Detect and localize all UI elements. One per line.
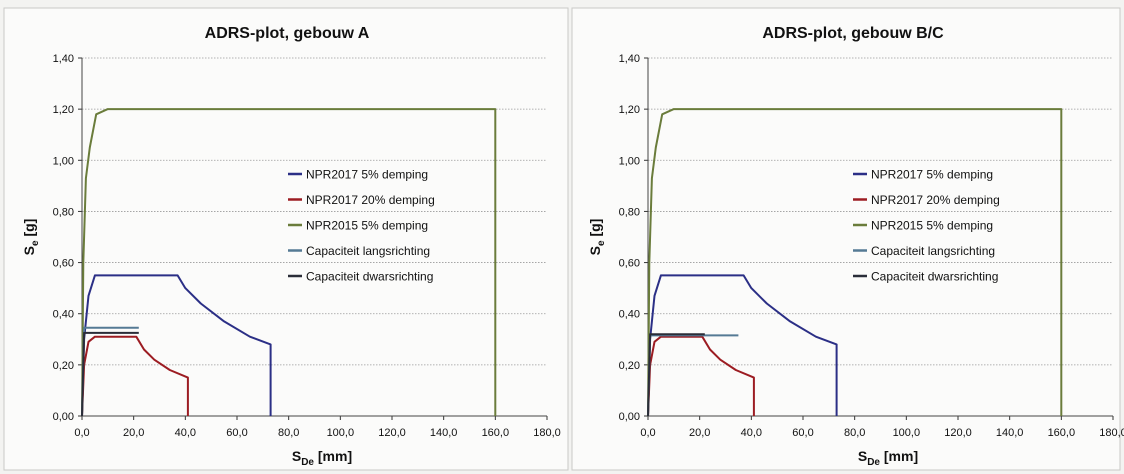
x-axis-label-sub: De xyxy=(867,457,880,468)
chart-panel-bc: ADRS-plot, gebouw B/C 0,00 0,20 0,40 0,60 0,8… xyxy=(571,7,1124,471)
legend-label: Capaciteit langsrichting xyxy=(306,244,430,258)
panel-frame xyxy=(3,7,569,471)
x-tick-label: 120,0 xyxy=(944,427,972,439)
x-axis-label-main: S xyxy=(292,448,301,464)
legend-label: NPR2017 20% demping xyxy=(306,193,435,207)
y-tick-label: 1,00 xyxy=(619,155,640,167)
x-axis-label: SDe [mm] xyxy=(292,448,352,468)
y-tick-label: 1,00 xyxy=(53,155,74,167)
series-line-1 xyxy=(81,335,189,417)
x-tick-label: 40,0 xyxy=(175,427,196,439)
x-tick-label: 80,0 xyxy=(844,427,865,439)
chart-title: ADRS-plot, gebouw A xyxy=(205,25,370,42)
series-line-1 xyxy=(647,335,755,417)
y-tick-label: 1,40 xyxy=(619,53,640,65)
x-tick-label: 40,0 xyxy=(741,427,762,439)
y-tick-label: 0,00 xyxy=(619,411,640,423)
y-tick-label: 0,80 xyxy=(53,206,74,218)
series-line-2 xyxy=(647,108,1063,417)
legend-label: Capaciteit dwarsrichting xyxy=(871,270,998,284)
x-tick-label: 180,0 xyxy=(533,427,561,439)
x-tick-label: 60,0 xyxy=(792,427,813,439)
panel-frame xyxy=(571,7,1121,471)
y-tick-label: 1,20 xyxy=(619,104,640,116)
y-tick-label: 0,40 xyxy=(53,309,74,321)
x-tick-label: 160,0 xyxy=(1048,427,1076,439)
y-axis-label-unit: [g] xyxy=(21,219,37,241)
y-tick-label: 0,80 xyxy=(619,206,640,218)
legend-label: NPR2017 20% demping xyxy=(871,193,1000,207)
legend-label: NPR2015 5% demping xyxy=(306,219,428,233)
legend-label: NPR2017 5% demping xyxy=(306,168,428,182)
y-tick-label: 0,60 xyxy=(619,258,640,270)
x-axis-label-main: S xyxy=(858,448,867,464)
x-axis-label: SDe [mm] xyxy=(858,448,918,468)
legend-label: Capaciteit dwarsrichting xyxy=(306,270,433,284)
series-line-2 xyxy=(81,108,497,417)
series-line-0 xyxy=(81,274,272,417)
legend-label: Capaciteit langsrichting xyxy=(871,244,995,258)
y-axis-label-sub: e xyxy=(596,240,607,246)
x-tick-label: 100,0 xyxy=(893,427,921,439)
y-tick-label: 0,40 xyxy=(619,309,640,321)
series-line-4 xyxy=(647,333,705,417)
y-axis-label-unit: [g] xyxy=(587,219,603,241)
y-tick-label: 1,40 xyxy=(53,53,74,65)
x-tick-label: 20,0 xyxy=(123,427,144,439)
x-tick-label: 140,0 xyxy=(996,427,1024,439)
legend-label: NPR2017 5% demping xyxy=(871,168,993,182)
y-axis-label-main: S xyxy=(587,246,603,255)
y-tick-label: 0,20 xyxy=(53,360,74,372)
x-tick-label: 120,0 xyxy=(378,427,406,439)
x-tick-label: 0,0 xyxy=(74,427,89,439)
x-axis-label-unit: [mm] xyxy=(314,448,352,464)
y-tick-label: 1,20 xyxy=(53,104,74,116)
chart-panel-a: ADRS-plot, gebouw A 0,00 0,20 0,40 0,60 0,80 1… xyxy=(3,7,569,471)
series-line-4 xyxy=(81,331,139,417)
x-tick-label: 60,0 xyxy=(226,427,247,439)
y-tick-label: 0,60 xyxy=(53,258,74,270)
x-tick-label: 140,0 xyxy=(430,427,458,439)
series-line-0 xyxy=(647,274,838,417)
legend-label: NPR2015 5% demping xyxy=(871,219,993,233)
x-tick-label: 20,0 xyxy=(689,427,710,439)
x-axis-label-unit: [mm] xyxy=(880,448,918,464)
chart-title: ADRS-plot, gebouw B/C xyxy=(762,25,944,42)
x-tick-label: 160,0 xyxy=(482,427,510,439)
x-tick-label: 100,0 xyxy=(327,427,355,439)
x-tick-label: 180,0 xyxy=(1099,427,1124,439)
y-axis-label-sub: e xyxy=(30,240,41,246)
x-tick-label: 80,0 xyxy=(278,427,299,439)
y-axis-label: Se [g] xyxy=(21,219,41,256)
x-tick-label: 0,0 xyxy=(640,427,655,439)
y-tick-label: 0,00 xyxy=(53,411,74,423)
y-tick-label: 0,20 xyxy=(619,360,640,372)
y-axis-label-main: S xyxy=(21,246,37,255)
y-axis-label: Se [g] xyxy=(587,219,607,256)
x-axis-label-sub: De xyxy=(301,457,314,468)
